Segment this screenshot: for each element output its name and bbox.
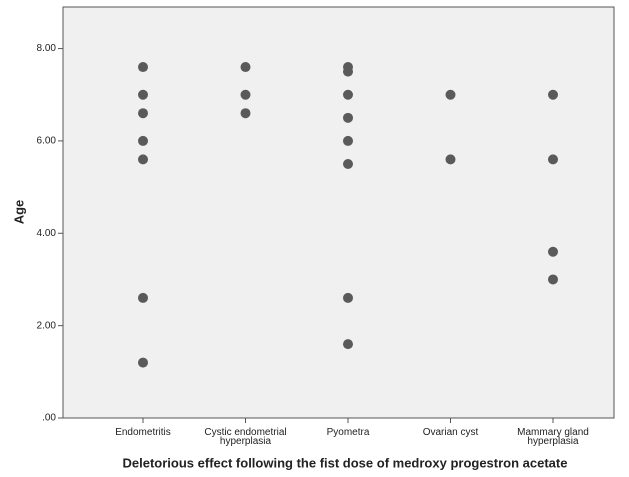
- point: [343, 112, 353, 123]
- point: [548, 274, 558, 285]
- point: [240, 89, 251, 100]
- x-tick-label: Ovarian cyst: [423, 427, 479, 438]
- point: [343, 66, 353, 77]
- x-tick-label: Mammary gland hyperplasia: [517, 427, 589, 447]
- point: [240, 108, 251, 119]
- y-tick-label: 2.00: [37, 320, 57, 331]
- y-tick-label: 4.00: [37, 228, 57, 239]
- point: [138, 62, 148, 73]
- x-tick-label: Pyometra: [327, 427, 370, 438]
- x-tick-label: Cystic endometrial hyperplasia: [204, 427, 286, 447]
- point: [138, 135, 148, 146]
- x-tick-label: Endometritis: [115, 427, 171, 438]
- x-axis-title: Deletorious effect following the fist do…: [123, 455, 568, 470]
- y-tick-label: .00: [42, 413, 56, 424]
- point: [138, 89, 148, 100]
- point: [343, 135, 353, 146]
- plot-area: [62, 6, 615, 419]
- point: [343, 89, 353, 100]
- y-tick-label: 8.00: [37, 43, 57, 54]
- point: [548, 246, 558, 257]
- point: [548, 154, 558, 165]
- point: [138, 292, 148, 303]
- point: [138, 154, 148, 165]
- point: [548, 89, 558, 100]
- y-tick-label: 6.00: [37, 136, 57, 147]
- point: [343, 159, 353, 170]
- point: [138, 108, 148, 119]
- point: [138, 357, 148, 368]
- point: [445, 154, 456, 165]
- point: [343, 339, 353, 350]
- point: [343, 292, 353, 303]
- point: [445, 89, 456, 100]
- y-axis-title: Age: [11, 200, 26, 225]
- point: [240, 62, 251, 73]
